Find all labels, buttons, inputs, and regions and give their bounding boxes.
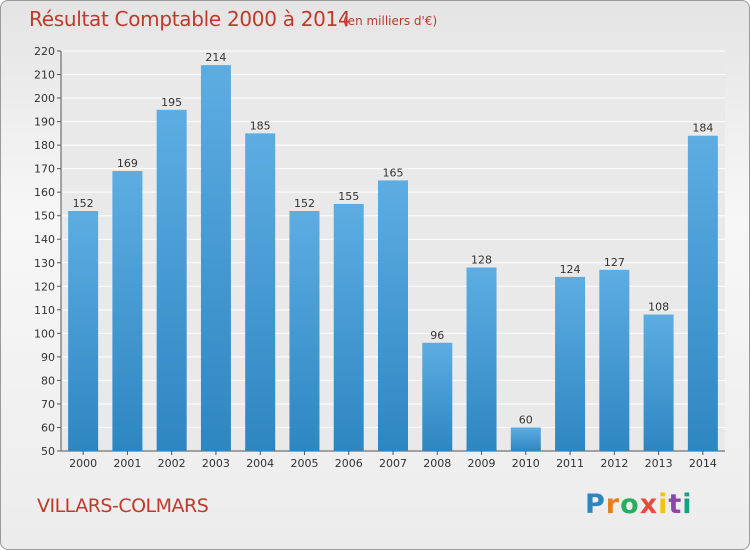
x-tick-label: 2009 — [468, 457, 496, 470]
bar — [555, 276, 586, 451]
x-tick-label: 2000 — [69, 457, 97, 470]
data-label: 127 — [604, 256, 625, 269]
data-label: 124 — [560, 263, 581, 276]
data-label: 165 — [383, 166, 404, 179]
y-tick-label: 130 — [34, 257, 55, 270]
y-tick-label: 50 — [41, 445, 55, 458]
y-tick-label: 60 — [41, 421, 55, 434]
y-tick-label: 160 — [34, 186, 55, 199]
x-tick-label: 2004 — [246, 457, 274, 470]
x-tick-label: 2005 — [290, 457, 318, 470]
bar — [378, 180, 408, 452]
bar — [200, 65, 231, 451]
data-label: 185 — [250, 119, 271, 132]
x-tick-label: 2001 — [113, 457, 141, 470]
x-tick-label: 2010 — [512, 457, 540, 470]
brand-logo-letter: i — [682, 489, 693, 520]
data-label: 152 — [294, 197, 315, 210]
x-tick-label: 2002 — [158, 457, 186, 470]
chart-subtitle: (en milliers d'€) — [343, 14, 438, 28]
y-tick-label: 110 — [34, 304, 55, 317]
brand-logo-letter: i — [658, 489, 669, 520]
y-tick-label: 210 — [34, 69, 55, 82]
bar — [643, 314, 674, 451]
brand-logo: Proxiti — [585, 489, 693, 520]
brand-logo-letter: P — [585, 489, 606, 520]
data-label: 155 — [338, 190, 359, 203]
y-tick-label: 140 — [34, 233, 55, 246]
y-tick-label: 190 — [34, 116, 55, 129]
y-tick-label: 200 — [34, 92, 55, 105]
bar — [466, 267, 497, 451]
data-label: 152 — [73, 197, 94, 210]
x-tick-label: 2013 — [645, 457, 673, 470]
y-tick-label: 100 — [34, 327, 55, 340]
x-tick-label: 2011 — [556, 457, 584, 470]
y-tick-label: 150 — [34, 210, 55, 223]
x-tick-label: 2008 — [423, 457, 451, 470]
y-tick-label: 180 — [34, 139, 55, 152]
data-label: 128 — [471, 253, 492, 266]
bar — [289, 211, 320, 451]
bar — [245, 133, 276, 451]
x-tick-label: 2014 — [689, 457, 717, 470]
data-label: 60 — [519, 413, 533, 426]
y-tick-label: 120 — [34, 280, 55, 293]
chart-title: Résultat Comptable 2000 à 2014 — [29, 7, 351, 31]
bar — [68, 211, 99, 451]
location-label: VILLARS-COLMARS — [37, 495, 209, 517]
bar — [687, 135, 718, 452]
y-tick-label: 170 — [34, 163, 55, 176]
data-label: 96 — [430, 329, 444, 342]
data-label: 169 — [117, 157, 138, 170]
y-tick-label: 90 — [41, 351, 55, 364]
brand-logo-letter: o — [620, 489, 640, 520]
brand-logo-letter: x — [639, 489, 659, 520]
y-tick-label: 80 — [41, 374, 55, 387]
x-tick-label: 2007 — [379, 457, 407, 470]
y-tick-label: 70 — [41, 398, 55, 411]
brand-logo-letter: r — [605, 489, 621, 520]
bar — [333, 203, 364, 451]
bar — [599, 269, 630, 451]
x-tick-label: 2012 — [600, 457, 628, 470]
data-label: 214 — [205, 51, 226, 64]
x-tick-label: 2006 — [335, 457, 363, 470]
brand-logo-letter: t — [668, 489, 683, 520]
data-label: 184 — [692, 122, 713, 135]
bar — [510, 427, 541, 451]
y-tick-label: 220 — [34, 45, 55, 58]
bar — [422, 342, 453, 451]
bar — [156, 109, 187, 451]
data-label: 108 — [648, 301, 669, 314]
bar — [112, 171, 143, 451]
x-tick-label: 2003 — [202, 457, 230, 470]
data-label: 195 — [161, 96, 182, 109]
